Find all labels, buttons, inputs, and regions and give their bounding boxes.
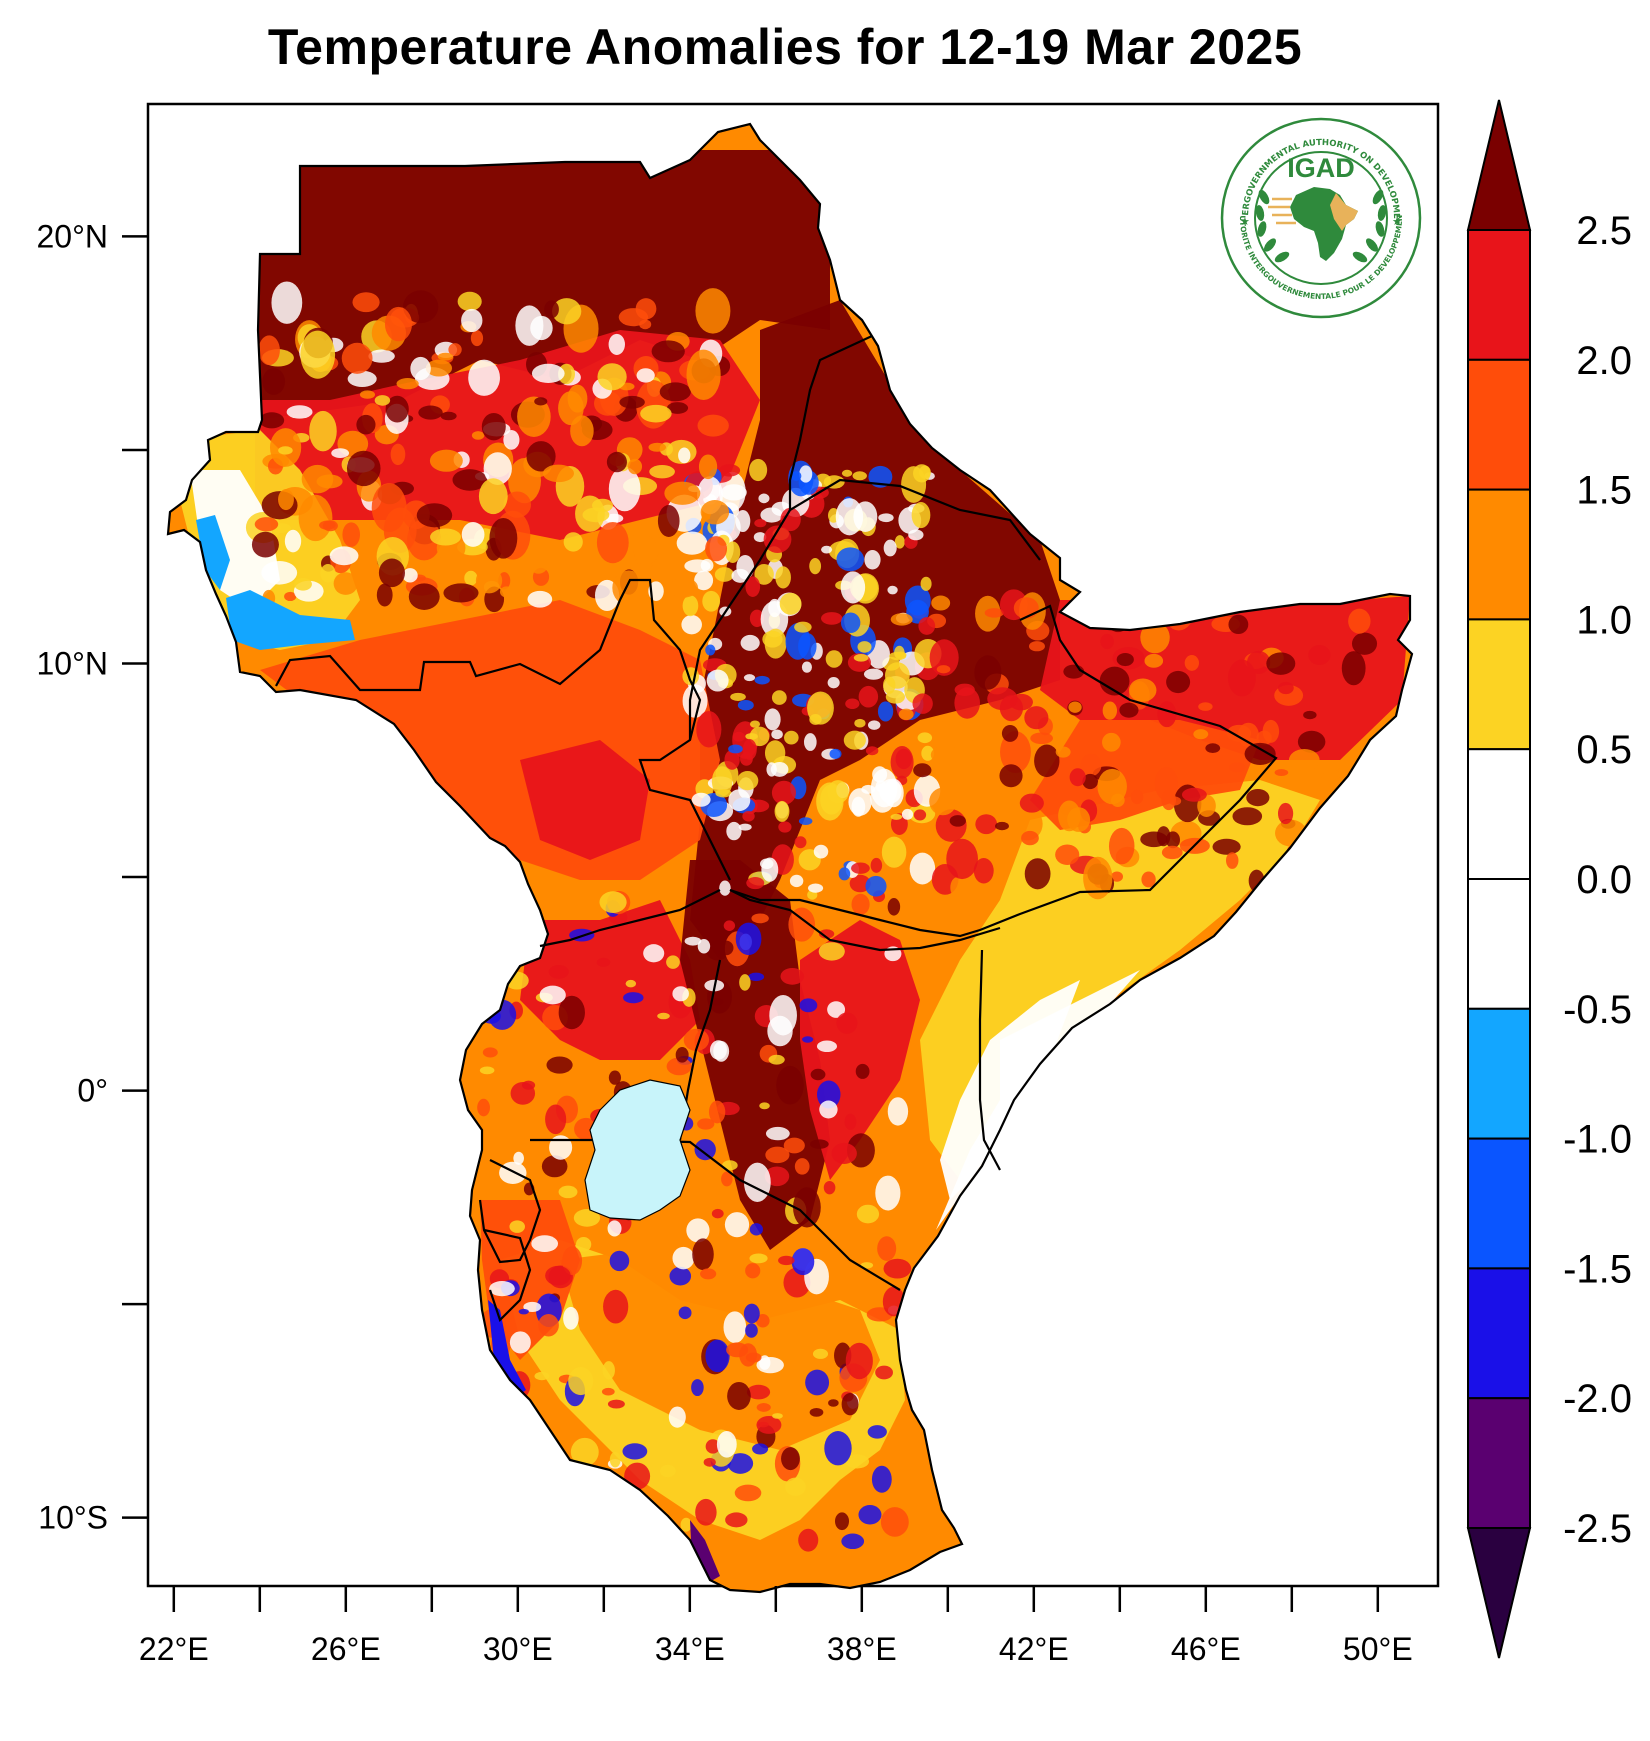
colorbar-bin <box>1467 878 1531 1010</box>
colorbar-bottom-arrow <box>1466 1527 1532 1659</box>
chart-title: Temperature Anomalies for 12-19 Mar 2025 <box>267 19 1303 75</box>
colorbar-level-label: 0.5 <box>1576 728 1632 772</box>
colorbar-level-label: -2.0 <box>1563 1377 1632 1421</box>
colorbar-bin <box>1467 488 1531 621</box>
lat-tick-label: 0° <box>77 1073 108 1109</box>
laurel-icon <box>1255 189 1387 263</box>
colorbar-level-label: 2.0 <box>1576 339 1632 383</box>
lon-tick-label: 50°E <box>1343 1631 1413 1667</box>
lon-tick-label: 22°E <box>139 1631 209 1667</box>
colorbar-bin <box>1467 748 1531 881</box>
lon-tick-label: 34°E <box>655 1631 725 1667</box>
coastline <box>166 122 1414 1594</box>
colorbar-bin <box>1467 1007 1531 1140</box>
lon-tick-label: 42°E <box>999 1631 1069 1667</box>
colorbar-level-label: 2.5 <box>1576 209 1632 253</box>
lat-tick-label: 10°N <box>37 645 109 681</box>
lon-tick-label: 30°E <box>483 1631 553 1667</box>
colorbar-level-label: -1.5 <box>1563 1247 1632 1291</box>
colorbar-level-label: 0.0 <box>1576 858 1632 902</box>
star-icon: ★ <box>1392 216 1402 228</box>
colorbar-bin <box>1467 1397 1531 1529</box>
colorbar-level-label: 1.0 <box>1576 598 1632 642</box>
colorbar: 2.5 2.0 1.5 1.0 0.5 0.0 -0.5 -1.0 -1.5 -2.0 -2.5 <box>1466 99 1632 1659</box>
horn-of-africa-highlight <box>1330 193 1358 231</box>
colorbar-level-label: -1.0 <box>1563 1118 1632 1162</box>
logo-acronym: IGAD <box>1287 153 1355 183</box>
colorbar-level-label: -0.5 <box>1563 988 1632 1032</box>
colorbar-level-label: 1.5 <box>1576 469 1632 513</box>
colorbar-bin <box>1467 358 1531 491</box>
lon-tick-label: 26°E <box>311 1631 381 1667</box>
colorbar-top-arrow <box>1466 99 1532 231</box>
lat-tick-label: 10°S <box>38 1500 108 1536</box>
colorbar-bin <box>1467 618 1531 751</box>
lake-victoria <box>584 1079 691 1221</box>
star-icon: ★ <box>1240 216 1250 228</box>
lon-tick-label: 38°E <box>827 1631 897 1667</box>
colorbar-level-label: -2.5 <box>1563 1507 1632 1551</box>
colorbar-bin <box>1467 229 1531 361</box>
longitude-axis: 22°E 26°E 30°E 34°E 38°E 42°E 46°E 50°E <box>139 1586 1413 1667</box>
lon-tick-label: 46°E <box>1171 1631 1241 1667</box>
colorbar-bin <box>1467 1267 1531 1400</box>
igad-logo: INTERGOVERNMENTAL AUTHORITY ON DEVELOPME… <box>1218 115 1422 319</box>
lat-tick-label: 20°N <box>37 218 109 254</box>
latitude-axis: 20°N 10°N 0° 10°S <box>37 218 148 1536</box>
colorbar-bin <box>1467 1137 1531 1270</box>
